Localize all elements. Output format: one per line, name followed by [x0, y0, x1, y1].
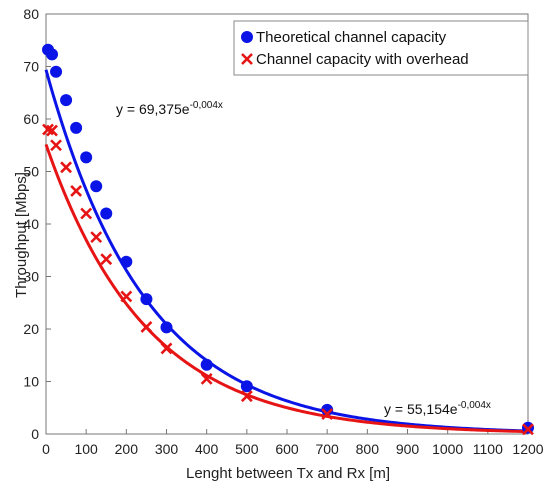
data-point-overhead: [240, 390, 253, 403]
x-tick-label: 1000: [432, 441, 463, 457]
equation-base: y = 55,154e: [384, 401, 458, 417]
data-point-overhead: [140, 320, 153, 333]
x-tick-label: 400: [195, 441, 219, 457]
x-marker-stroke: [50, 139, 62, 152]
x-tick-label: 300: [155, 441, 179, 457]
x-axis-title: Lenght between Tx and Rx [m]: [186, 465, 390, 482]
y-tick-label: 60: [23, 111, 39, 127]
data-point-theoretical: [80, 151, 93, 164]
trendlines: [44, 69, 529, 434]
data-point-overhead: [321, 408, 334, 420]
y-axis-title: Throughput [Mbps]: [13, 172, 30, 298]
data-point-theoretical: [60, 94, 73, 107]
y-tick-label: 0: [31, 426, 39, 442]
data-point-theoretical: [50, 65, 63, 78]
x-marker-stroke: [321, 408, 334, 420]
x-tick-label: 900: [396, 441, 420, 457]
x-tick-label: 1100: [473, 441, 503, 457]
trendline-theoretical: [44, 69, 529, 433]
legend-label-overhead: Channel capacity with overhead: [256, 51, 469, 68]
x-tick-label: 500: [235, 441, 259, 457]
data-point-theoretical: [120, 255, 133, 268]
x-tick-label: 800: [356, 441, 380, 457]
x-marker-stroke: [80, 207, 93, 220]
trendline-overhead: [44, 143, 529, 434]
y-tick-label: 10: [23, 374, 39, 390]
x-marker-stroke: [46, 124, 58, 137]
x-marker-stroke: [42, 123, 54, 136]
equation-exponent: -0,004x: [458, 400, 491, 411]
data-point-overhead: [70, 185, 83, 197]
data-point-theoretical: [140, 293, 153, 306]
legend-label-theoretical: Theoretical channel capacity: [256, 29, 447, 46]
x-marker-stroke: [522, 423, 534, 436]
x-marker-stroke: [90, 231, 103, 244]
x-marker-stroke: [241, 53, 253, 65]
legend: Theoretical channel capacity Channel cap…: [233, 20, 529, 76]
data-point-overhead: [80, 207, 93, 220]
data-point-theoretical: [200, 358, 213, 371]
data-point-theoretical: [240, 380, 253, 393]
x-marker-stroke: [160, 342, 173, 355]
legend-box: [233, 20, 529, 76]
plot-area: [45, 13, 529, 435]
x-tick-label: 700: [315, 441, 339, 457]
x-axis-ticks: 0 100 200 300 400 500 600 700 800 900 1000 1100 1200: [42, 429, 544, 457]
equation-base: y = 69,375e: [116, 101, 190, 117]
data-point-overhead: [200, 372, 213, 385]
x-tick-label: 100: [74, 441, 98, 457]
y-tick-label: 70: [23, 59, 39, 75]
data-point-theoretical: [160, 321, 173, 334]
data-point-theoretical: [46, 48, 59, 61]
data-point-theoretical: [100, 207, 113, 220]
x-tick-label: 200: [115, 441, 139, 457]
equation-exponent: -0,004x: [190, 100, 223, 111]
data-point-theoretical: [70, 121, 83, 134]
plot-border: [45, 13, 529, 435]
x-tick-label: 600: [275, 441, 299, 457]
x-marker-stroke: [100, 253, 113, 266]
legend-marker-x: [241, 53, 253, 65]
trendline-equation-overhead: y = 55,154e-0,004x: [384, 400, 491, 417]
data-point-overhead: [522, 423, 534, 436]
x-marker-stroke: [120, 290, 133, 303]
data-point-overhead: [90, 231, 103, 244]
data-point-overhead: [46, 124, 58, 137]
legend-marker-circle: [241, 31, 253, 43]
data-point-overhead: [160, 342, 173, 355]
x-marker-stroke: [70, 185, 83, 197]
data-point-overhead: [50, 139, 62, 152]
y-tick-label: 30: [23, 269, 39, 285]
x-marker-stroke: [240, 390, 253, 403]
x-marker-stroke: [140, 320, 153, 333]
data-point-theoretical: [90, 180, 103, 193]
x-tick-label: 1200: [512, 441, 543, 457]
data-point-overhead: [60, 161, 73, 174]
y-tick-label: 80: [23, 6, 39, 22]
x-marker-stroke: [200, 372, 213, 385]
x-tick-label: 0: [42, 441, 50, 457]
y-tick-label: 40: [23, 216, 39, 232]
data-point-overhead: [120, 290, 133, 303]
y-axis-ticks: 0 10 20 30 40 50 60 70 80: [23, 6, 51, 442]
y-tick-label: 20: [23, 321, 39, 337]
trendline-equation-theoretical: y = 69,375e-0,004x: [116, 100, 223, 117]
data-markers: [42, 43, 534, 436]
x-marker-stroke: [60, 161, 73, 174]
data-point-overhead: [100, 253, 113, 266]
y-tick-label: 50: [23, 164, 39, 180]
